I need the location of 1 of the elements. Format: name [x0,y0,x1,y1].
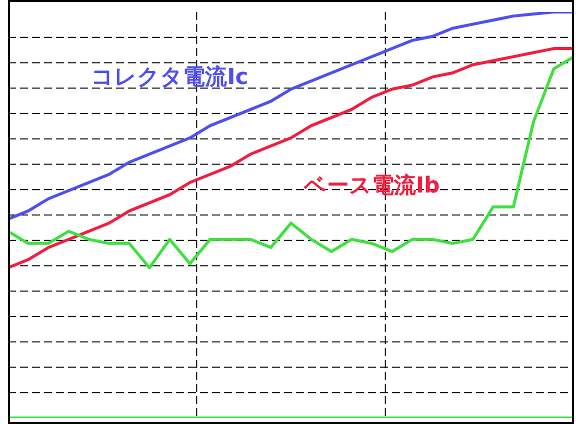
series-label: コレクタ電流Ic [91,64,248,90]
